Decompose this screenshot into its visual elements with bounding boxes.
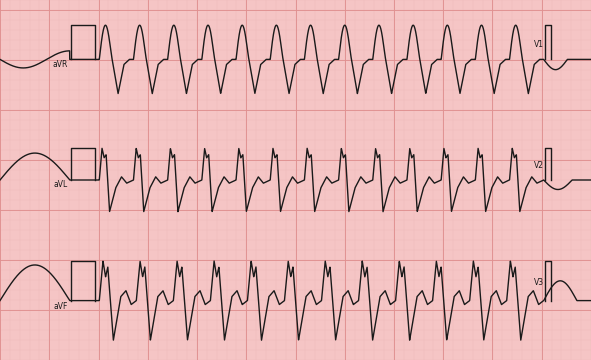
Text: V2: V2 [534,161,544,170]
Text: V3: V3 [534,278,544,287]
Text: aVR: aVR [53,60,68,69]
Text: aVF: aVF [54,302,68,311]
Text: aVL: aVL [54,180,68,189]
Text: V1: V1 [534,40,544,49]
